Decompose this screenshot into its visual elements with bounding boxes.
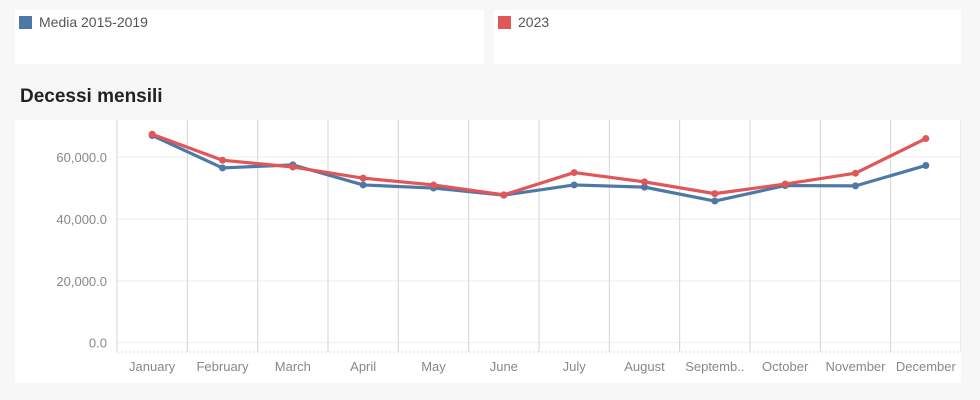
data-point	[922, 161, 930, 169]
data-point	[289, 163, 297, 171]
data-point	[781, 180, 789, 188]
x-tick-label: December	[896, 359, 957, 374]
legend-label-2023: 2023	[518, 14, 550, 30]
data-point	[570, 169, 578, 177]
data-point	[430, 181, 437, 189]
legend-panel-left: Media 2015-2019	[15, 10, 484, 64]
series-line-1	[150, 132, 928, 197]
x-tick-label: October	[762, 359, 809, 374]
data-point	[570, 181, 578, 189]
y-tick-label: 60,000.0	[56, 150, 107, 165]
data-point	[219, 156, 226, 164]
legend-panel-right: 2023	[494, 10, 961, 64]
data-point	[711, 197, 719, 205]
data-point	[641, 183, 648, 191]
data-point	[711, 190, 719, 198]
legend-swatch-media	[19, 15, 32, 29]
x-tick-label: January	[129, 359, 176, 374]
legend-swatch-2023	[498, 15, 511, 29]
x-tick-label: June	[490, 359, 518, 374]
data-point	[922, 135, 930, 143]
legend-item-media[interactable]: Media 2015-2019	[19, 14, 148, 30]
x-tick-label: May	[421, 359, 446, 374]
legend-item-2023[interactable]: 2023	[498, 14, 549, 30]
x-tick-label: April	[350, 359, 376, 374]
data-point	[641, 178, 648, 186]
chart-panel: 0.0 20,000.0 40,000.0 60,000.0 January Februa…	[15, 120, 961, 383]
y-tick-label: 20,000.0	[56, 274, 107, 289]
data-point	[359, 174, 367, 182]
data-point	[852, 182, 859, 190]
data-point	[219, 164, 226, 172]
line-chart: 0.0 20,000.0 40,000.0 60,000.0 January Februa…	[56, 120, 961, 374]
x-tick-label: March	[275, 359, 311, 374]
data-point	[500, 191, 508, 199]
x-tick-label: July	[563, 359, 587, 374]
data-point	[852, 169, 859, 177]
y-tick-label: 0.0	[89, 336, 107, 351]
data-point	[359, 181, 367, 189]
data-point	[148, 130, 156, 138]
x-tick-label: February	[196, 359, 249, 374]
y-tick-label: 40,000.0	[56, 212, 107, 227]
legend-label-media: Media 2015-2019	[39, 14, 148, 30]
x-tick-label: November	[826, 359, 887, 374]
x-tick-label: August	[624, 359, 665, 374]
x-tick-label: Septemb..	[685, 359, 744, 374]
chart-title: Decessi mensili	[20, 86, 163, 107]
